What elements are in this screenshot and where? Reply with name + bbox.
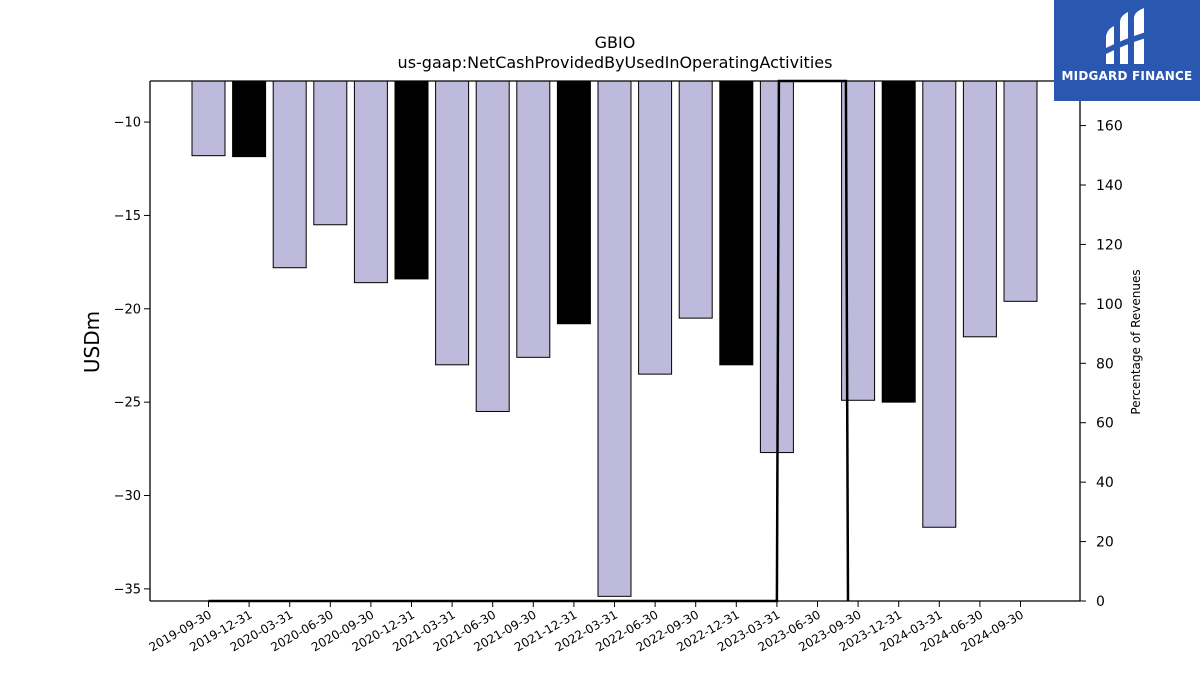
y-tick-label: −15 xyxy=(114,209,141,224)
y-tick-label: −30 xyxy=(114,489,141,504)
y-axis-label: USDm xyxy=(80,311,104,373)
bar-2021-06-30 xyxy=(475,80,510,412)
y2-tick-label: 120 xyxy=(1096,237,1123,253)
bar-2020-06-30 xyxy=(313,80,348,226)
y2-tick-label: 40 xyxy=(1096,475,1114,491)
bar-2023-12-31 xyxy=(881,80,916,403)
y2-tick-label: 140 xyxy=(1096,178,1123,194)
bar-2024-06-30 xyxy=(962,80,997,338)
brand-mark-icon xyxy=(1106,8,1146,64)
chart-subtitle: us-gaap:NetCashProvidedByUsedInOperating… xyxy=(398,53,833,72)
y2-tick-label: 60 xyxy=(1096,416,1114,432)
y-tick-label: −10 xyxy=(114,116,141,131)
chart-title: GBIO xyxy=(595,33,636,52)
bar-2019-12-31 xyxy=(232,80,267,158)
y2-axis-label: Percentage of Revenues xyxy=(1129,269,1143,414)
bar-2020-03-31 xyxy=(272,80,307,269)
y-tick-label: −25 xyxy=(114,396,141,411)
bar-2021-09-30 xyxy=(516,80,551,358)
bar-2024-09-30 xyxy=(1003,80,1038,302)
y2-tick-label: 100 xyxy=(1096,297,1123,313)
bar-2020-12-31 xyxy=(394,80,429,280)
bar-2022-09-30 xyxy=(678,80,713,319)
y-tick-label: −20 xyxy=(114,302,141,317)
y2-tick-label: 160 xyxy=(1096,119,1123,135)
brand-logo: MIDGARD FINANCE xyxy=(1054,0,1200,101)
bar-2022-06-30 xyxy=(638,80,673,375)
y2-tick-label: 80 xyxy=(1096,356,1114,372)
y-tick-label: −35 xyxy=(114,582,141,597)
bar-2019-09-30 xyxy=(191,80,226,157)
bars-group xyxy=(191,80,1038,597)
bar-2022-03-31 xyxy=(597,80,632,597)
y2-tick-label: 20 xyxy=(1096,535,1114,551)
bar-2021-03-31 xyxy=(435,80,470,366)
bar-2022-12-31 xyxy=(719,80,754,366)
bar-2024-03-31 xyxy=(922,80,957,528)
bar-2020-09-30 xyxy=(353,80,388,284)
bar-2021-12-31 xyxy=(556,80,591,325)
y2-tick-label: 0 xyxy=(1096,594,1105,610)
brand-name: MIDGARD FINANCE xyxy=(1061,69,1193,83)
